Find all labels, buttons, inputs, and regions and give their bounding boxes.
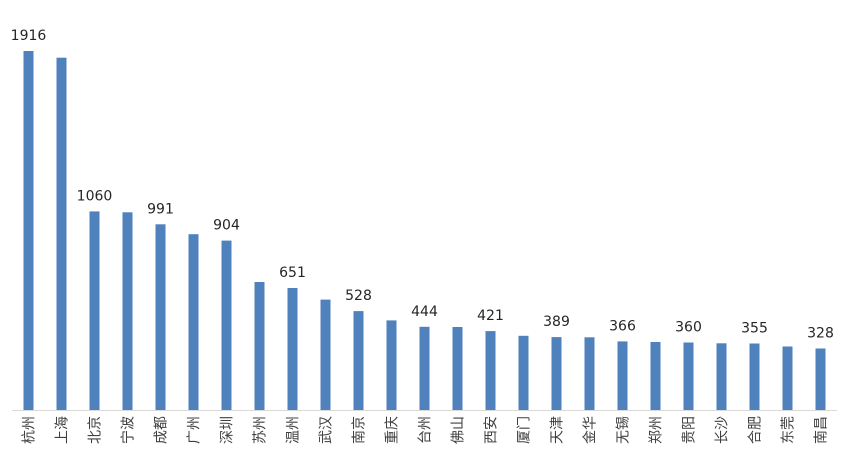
data-label-12: 444 <box>411 304 438 320</box>
bars-group <box>23 51 826 410</box>
bar-13 <box>452 327 463 410</box>
x-tick-label-5: 广州 <box>187 416 203 444</box>
data-label-24: 328 <box>807 326 834 342</box>
x-tick-label-15: 厦门 <box>517 416 533 444</box>
data-label-8: 651 <box>279 265 306 281</box>
x-tick-labels-group: 杭州 上海 北京 宁波 成都 广州 深圳 苏州 温州 武汉 南京 重庆 台州 佛山 西安 厦门 天津 金华 无锡 郑州… <box>22 416 830 444</box>
bar-8 <box>287 288 298 410</box>
bar-6 <box>221 240 232 410</box>
x-tick-label-17: 金华 <box>583 416 599 444</box>
bar-23 <box>782 346 793 410</box>
bar-5 <box>188 234 199 410</box>
x-tick-label-14: 西安 <box>484 416 500 444</box>
x-tick-label-8: 温州 <box>286 416 302 444</box>
x-tick-label-2: 北京 <box>88 416 104 444</box>
bar-21 <box>716 343 727 410</box>
x-tick-label-12: 台州 <box>418 416 434 444</box>
bar-14 <box>485 331 496 410</box>
x-tick-label-23: 东莞 <box>781 416 797 444</box>
bar-17 <box>584 337 595 410</box>
bar-9 <box>320 299 331 410</box>
x-tick-label-10: 南京 <box>352 416 368 444</box>
bar-22 <box>749 343 760 410</box>
x-tick-label-18: 无锡 <box>616 416 632 444</box>
data-label-2: 1060 <box>77 188 113 204</box>
x-tick-label-24: 南昌 <box>814 416 830 444</box>
bar-3 <box>122 212 133 410</box>
bar-11 <box>386 320 397 410</box>
bar-24 <box>815 348 826 410</box>
x-tick-label-22: 合肥 <box>748 416 764 444</box>
data-label-6: 904 <box>213 218 240 234</box>
x-tick-label-3: 宁波 <box>120 416 137 444</box>
x-tick-label-19: 郑州 <box>649 416 665 444</box>
x-tick-label-21: 长沙 <box>715 416 731 444</box>
data-label-16: 389 <box>543 314 570 330</box>
x-tick-label-13: 佛山 <box>451 416 467 444</box>
data-label-22: 355 <box>741 321 768 337</box>
bar-18 <box>617 341 628 410</box>
bar-15 <box>518 335 529 410</box>
data-labels-group: 1916 1060 991 904 651 528 444 421 389 366 360 355 32… <box>11 28 834 342</box>
data-label-20: 360 <box>675 320 702 336</box>
x-tick-label-7: 苏州 <box>253 416 269 444</box>
data-label-4: 991 <box>147 201 174 217</box>
bar-19 <box>650 342 661 410</box>
bar-0 <box>23 51 34 410</box>
data-label-0: 1916 <box>11 28 47 44</box>
bar-7 <box>254 282 265 410</box>
x-tick-label-6: 深圳 <box>220 416 236 444</box>
x-tick-label-11: 重庆 <box>385 416 401 444</box>
data-label-18: 366 <box>609 318 636 334</box>
x-tick-label-4: 成都 <box>154 416 170 444</box>
x-tick-label-0: 杭州 <box>22 416 38 444</box>
data-label-10: 528 <box>345 288 372 304</box>
x-tick-label-1: 上海 <box>55 416 71 444</box>
bar-16 <box>551 337 562 410</box>
bar-20 <box>683 342 694 410</box>
x-tick-label-20: 贵阳 <box>682 416 698 444</box>
bar-2 <box>89 211 100 410</box>
bar-4 <box>155 224 166 410</box>
data-label-14: 421 <box>477 308 504 324</box>
bar-12 <box>419 326 430 410</box>
bar-1 <box>56 57 67 410</box>
x-tick-label-16: 天津 <box>550 416 566 444</box>
x-tick-label-9: 武汉 <box>319 416 335 444</box>
bar-10 <box>353 311 364 410</box>
